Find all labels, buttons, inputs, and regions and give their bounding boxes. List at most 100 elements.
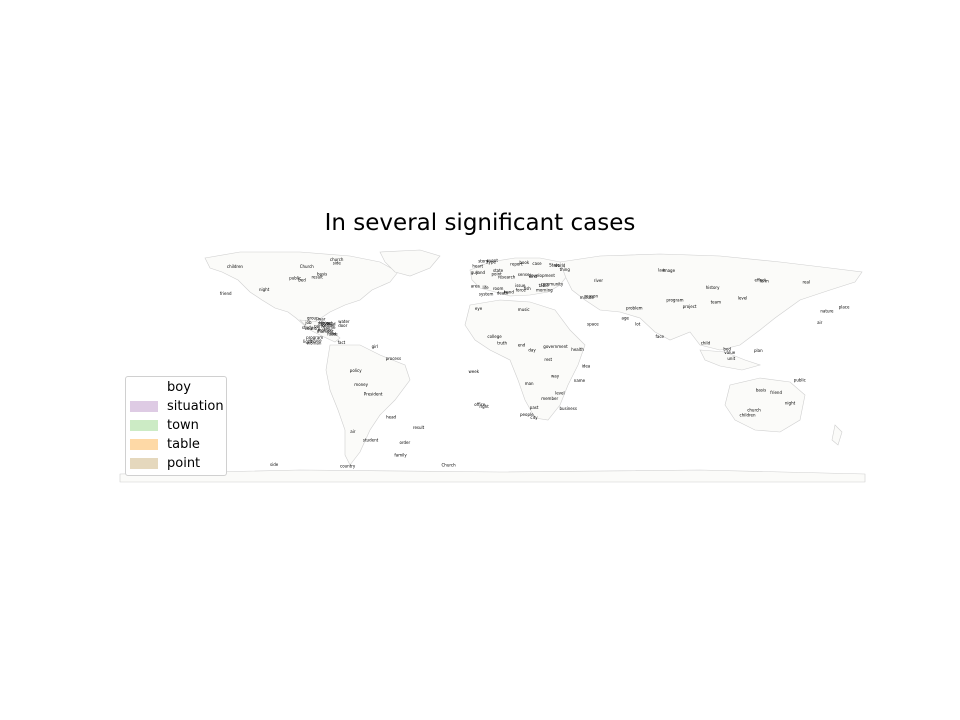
place-label: week [469, 369, 480, 374]
place-label: children [740, 412, 757, 417]
place-label: truth [497, 340, 507, 345]
place-label: day [528, 348, 536, 353]
place-label: room [493, 286, 503, 291]
place-label: force [516, 288, 527, 293]
place-label: book [519, 260, 529, 265]
place-label: child [701, 340, 711, 345]
place-label: Church [300, 264, 315, 269]
place-label: church [747, 407, 761, 412]
legend-label: table [167, 437, 200, 452]
place-label: event [487, 258, 499, 263]
europe [469, 257, 571, 297]
place-label: woman [307, 341, 322, 346]
place-label: order [400, 440, 411, 445]
legend-swatch [130, 382, 158, 393]
place-label: image [663, 268, 676, 273]
place-label: people [520, 412, 534, 417]
place-label: light [303, 339, 312, 344]
place-label: public [289, 275, 301, 280]
place-label: face [656, 334, 665, 339]
place-label: real [803, 279, 811, 284]
place-label: door [338, 323, 347, 328]
place-label: morning [536, 288, 553, 293]
place-label: air [350, 429, 356, 434]
place-label: hand [504, 290, 515, 295]
place-label: field [327, 322, 336, 327]
place-label: house [310, 338, 323, 343]
place-label: health [571, 347, 584, 352]
place-label: area [471, 284, 480, 289]
place-label: past [530, 405, 539, 410]
place-label: problem [626, 306, 643, 311]
place-label: point [492, 271, 503, 276]
southeast-asia [699, 349, 762, 371]
place-label: community [541, 282, 564, 287]
place-label: job [304, 320, 312, 325]
place-label: level [555, 390, 565, 395]
place-label: story [478, 259, 489, 264]
place-label: way [551, 373, 560, 378]
place-label: value [724, 350, 735, 355]
australia [724, 377, 806, 433]
place-label: world [554, 263, 565, 268]
place-label: type [487, 259, 496, 264]
place-label: office [474, 402, 486, 407]
place-label: night [259, 287, 270, 292]
place-label: heart [472, 263, 483, 268]
place-label: history [706, 285, 720, 290]
place-label: study [302, 325, 314, 330]
place-label: head [386, 415, 396, 420]
place-label: space [587, 322, 599, 327]
place-label: form [760, 279, 769, 284]
land-masses [119, 249, 866, 483]
place-label: effect [755, 278, 767, 283]
place-label: church [330, 257, 344, 262]
place-label: level [738, 296, 748, 301]
place-label: group [307, 315, 319, 320]
legend-swatch [130, 439, 158, 450]
place-label: center [322, 323, 335, 328]
place-label: death [497, 291, 509, 296]
new-zealand [831, 424, 843, 446]
place-label: policy [350, 368, 362, 373]
place-label: bed [723, 347, 731, 352]
place-label: age [622, 315, 630, 320]
place-label: eye [475, 306, 483, 311]
place-label: government [543, 344, 568, 349]
place-label: friend [220, 291, 232, 296]
place-label: moment [317, 329, 334, 334]
place-label: case [532, 261, 542, 266]
place-label: bed [298, 278, 306, 283]
place-label: land [476, 270, 485, 275]
place-label: law [658, 268, 666, 273]
place-label: war [318, 316, 326, 321]
greenland [379, 249, 441, 277]
place-label: friend [770, 390, 782, 395]
place-label: air [817, 320, 823, 325]
legend: boy situation town table point [125, 376, 227, 476]
place-label: Church [442, 462, 457, 467]
place-label: lot [635, 322, 641, 327]
legend-swatch [130, 458, 158, 469]
place-label: man [525, 381, 534, 386]
place-label: line [330, 332, 338, 337]
place-label: system [479, 292, 494, 297]
place-label: end [518, 343, 526, 348]
legend-label: town [167, 418, 199, 433]
place-label: place [839, 305, 850, 310]
place-label: children [227, 264, 244, 269]
place-label: student [363, 437, 379, 442]
place-label: President [364, 392, 383, 397]
place-label: basis [317, 271, 327, 276]
place-label: rest [544, 357, 552, 362]
place-label: team [711, 299, 721, 304]
place-label: girl [372, 344, 378, 349]
place-label: money [354, 382, 368, 387]
place-label: plan [754, 348, 763, 353]
place-label: country [340, 464, 356, 469]
place-label: mother [318, 327, 333, 332]
place-label: issue [515, 283, 526, 288]
place-label: public [794, 377, 806, 382]
place-label: result [312, 275, 324, 280]
place-label: party [314, 324, 325, 329]
